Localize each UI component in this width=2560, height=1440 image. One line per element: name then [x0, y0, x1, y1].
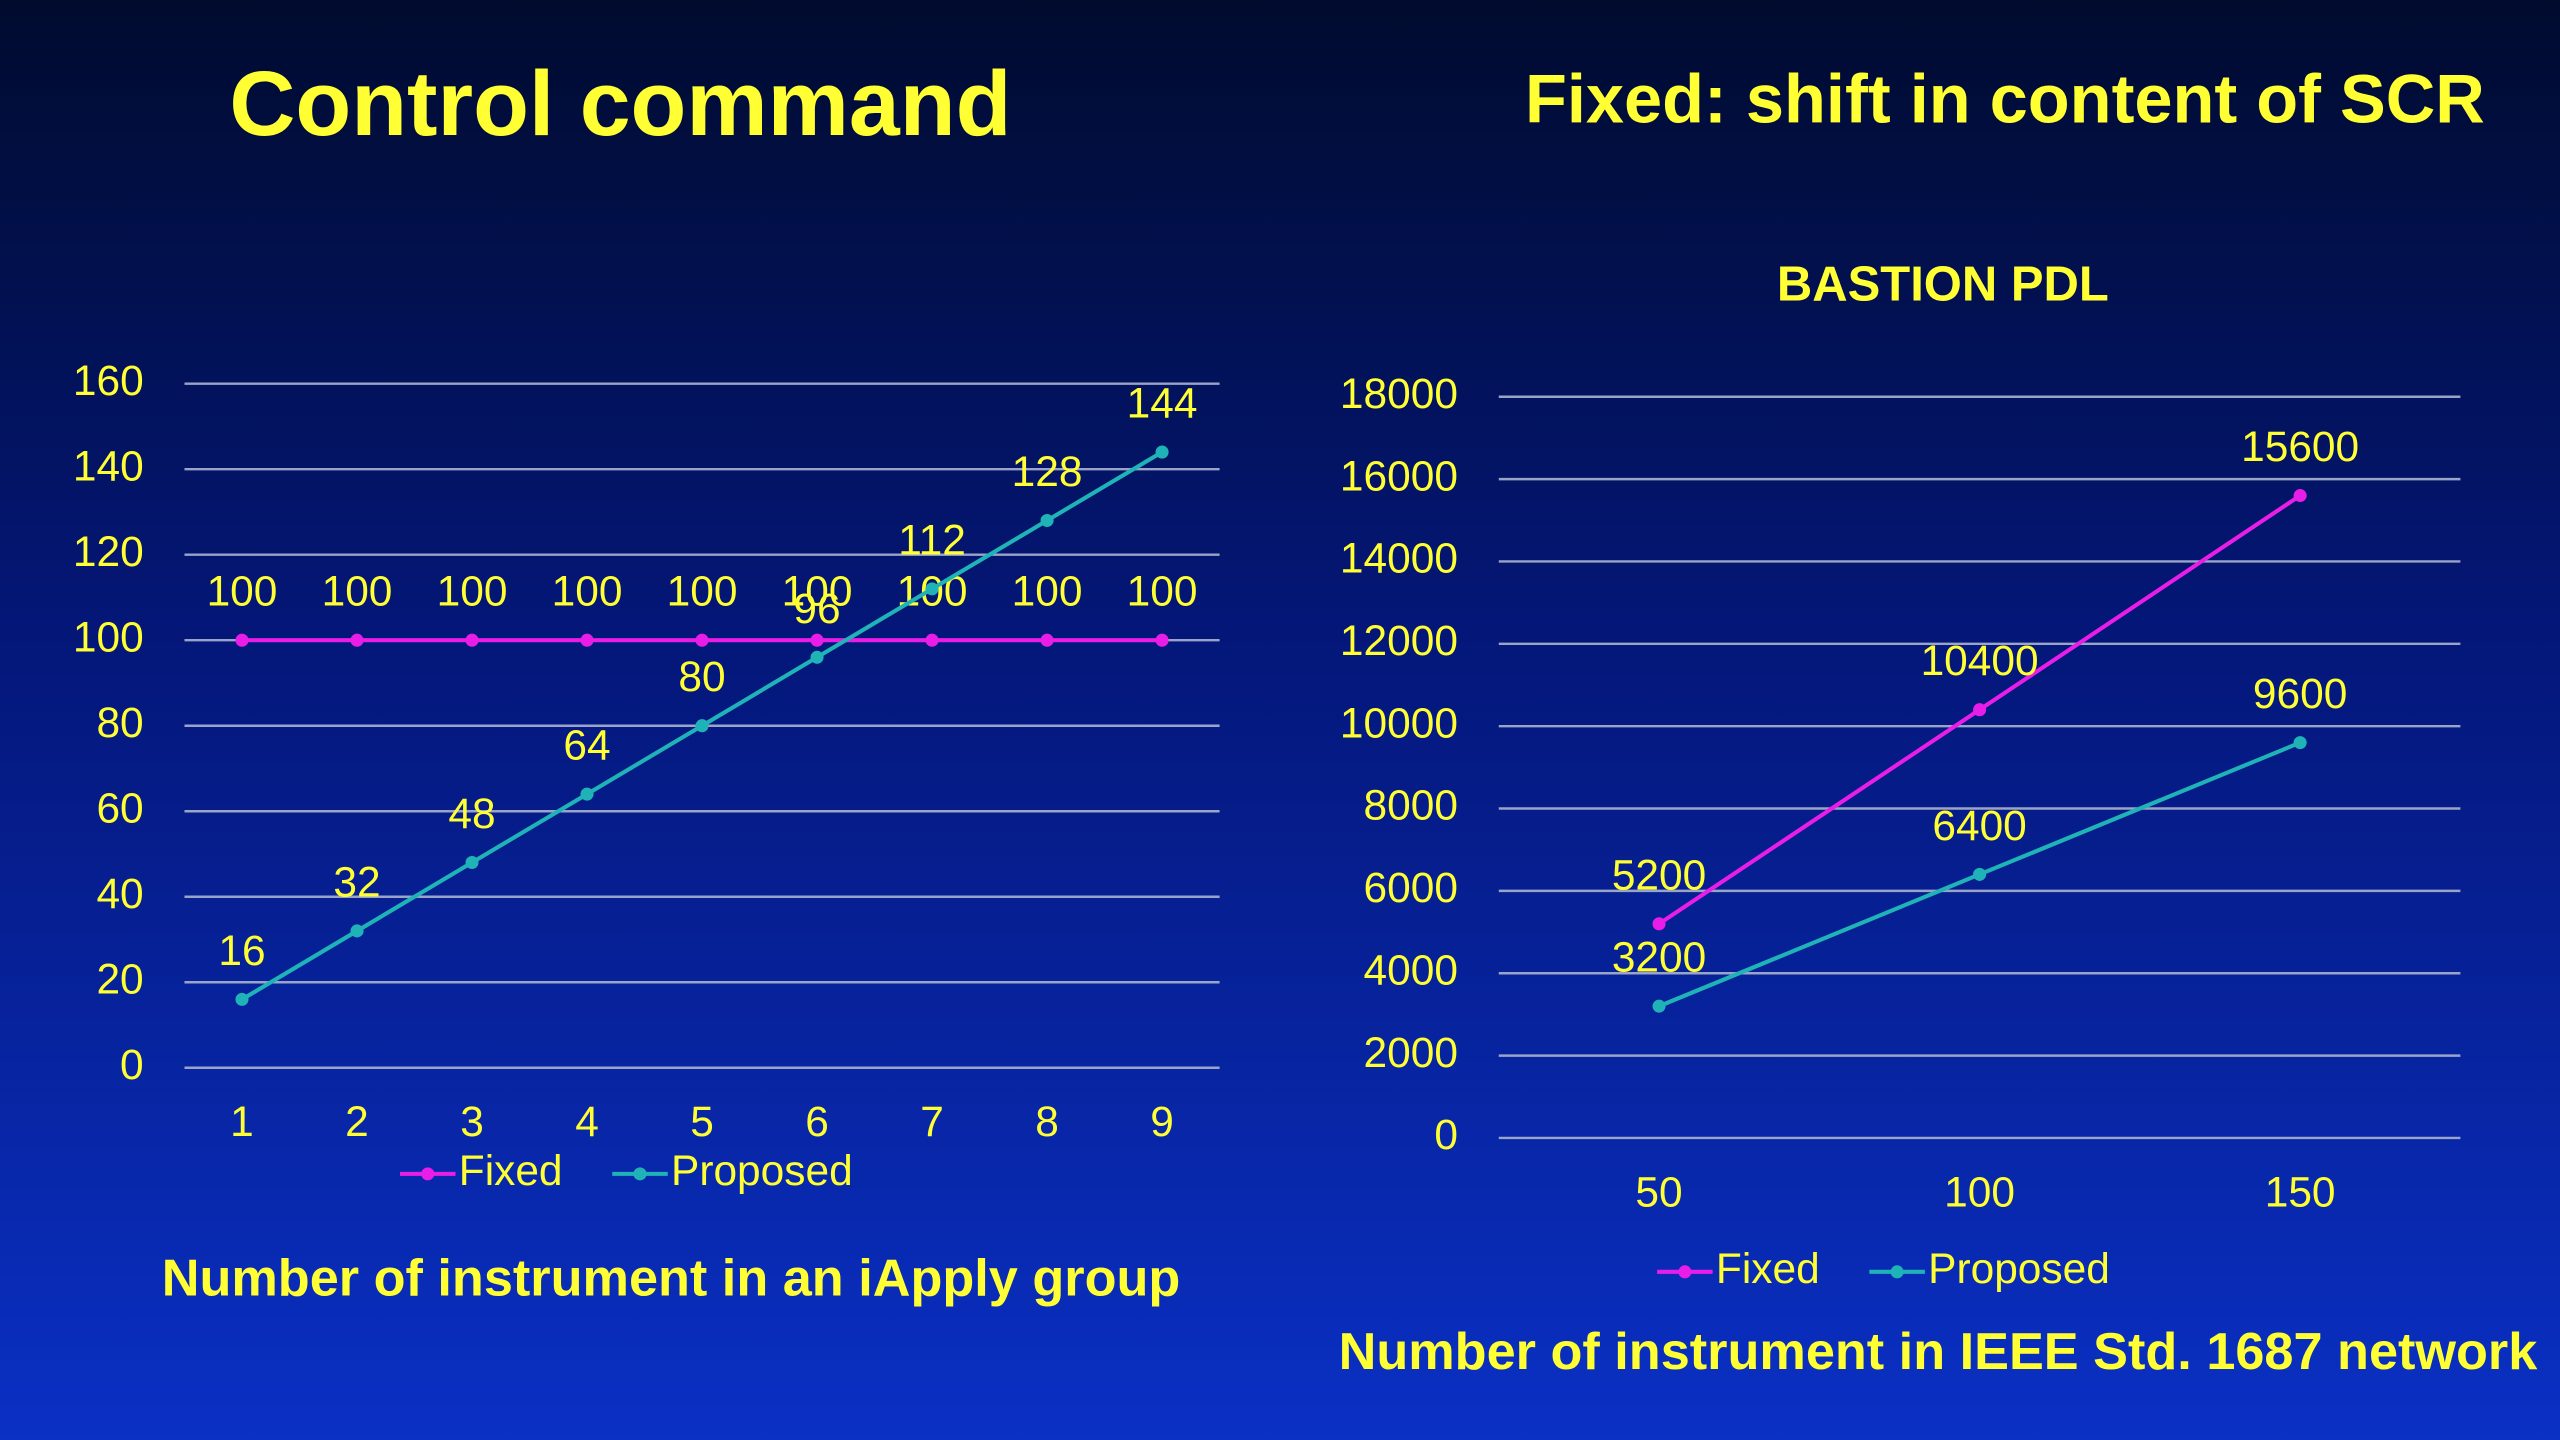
- x-axis-label: Number of instrument in an iApply group: [162, 1249, 1181, 1307]
- y-tick-label: 120: [73, 528, 144, 575]
- y-tick-label: 6000: [1364, 864, 1458, 911]
- chart-title: Fixed: shift in content of SCR: [1525, 61, 2485, 138]
- x-tick-label: 4: [575, 1098, 599, 1145]
- y-tick-label: 60: [96, 784, 143, 831]
- data-label: 15600: [2241, 423, 2359, 470]
- data-point: [1973, 867, 1987, 881]
- data-point: [1652, 999, 1666, 1013]
- data-point: [2293, 489, 2307, 503]
- data-label: 100: [322, 568, 393, 615]
- y-tick-label: 20: [96, 955, 143, 1002]
- data-label: 80: [678, 653, 725, 700]
- data-label: 5200: [1612, 851, 1706, 898]
- data-point: [2293, 736, 2307, 750]
- legend-label: Fixed: [1716, 1245, 1820, 1292]
- y-tick-label: 18000: [1340, 370, 1458, 417]
- data-label: 6400: [1932, 802, 2026, 849]
- x-tick-label: 3: [460, 1098, 484, 1145]
- x-axis-label: Number of instrument in IEEE Std. 1687 n…: [1339, 1323, 2539, 1381]
- data-label: 144: [1127, 380, 1198, 427]
- data-point: [925, 633, 939, 647]
- x-tick-label: 8: [1035, 1098, 1059, 1145]
- data-point: [580, 633, 594, 647]
- y-tick-label: 10000: [1340, 699, 1458, 746]
- x-tick-label: 7: [920, 1098, 944, 1145]
- data-point: [350, 924, 364, 938]
- y-tick-label: 80: [96, 699, 143, 746]
- data-point: [695, 719, 709, 733]
- data-label: 100: [207, 568, 278, 615]
- y-tick-label: 160: [73, 357, 144, 404]
- data-label: 9600: [2253, 670, 2347, 717]
- data-point: [1652, 917, 1666, 931]
- chart-subtitle: BASTION PDL: [1777, 257, 2109, 311]
- data-point: [925, 582, 939, 596]
- data-point: [1155, 633, 1169, 647]
- legend-label: Proposed: [671, 1147, 853, 1194]
- y-tick-label: 0: [1434, 1111, 1458, 1158]
- data-label: 64: [563, 722, 610, 769]
- y-tick-label: 2000: [1364, 1029, 1458, 1076]
- y-tick-label: 12000: [1340, 617, 1458, 664]
- y-tick-label: 4000: [1364, 946, 1458, 993]
- data-label: 100: [1127, 568, 1198, 615]
- data-point: [235, 992, 249, 1006]
- data-point: [1040, 633, 1054, 647]
- legend-label: Proposed: [1928, 1245, 2110, 1292]
- data-label: 100: [1012, 568, 1083, 615]
- data-point: [1155, 445, 1169, 459]
- x-tick-label: 6: [805, 1098, 829, 1145]
- data-point: [465, 856, 479, 870]
- y-tick-label: 0: [120, 1041, 144, 1088]
- data-label: 128: [1012, 448, 1083, 495]
- y-tick-label: 40: [96, 870, 143, 917]
- x-tick-label: 2: [345, 1098, 369, 1145]
- data-label: 3200: [1612, 934, 1706, 981]
- data-label: 32: [333, 858, 380, 905]
- legend-marker: [421, 1167, 435, 1181]
- legend-marker: [633, 1167, 647, 1181]
- data-point: [810, 633, 824, 647]
- x-tick-label: 50: [1635, 1168, 1682, 1215]
- data-point: [695, 633, 709, 647]
- y-tick-label: 8000: [1364, 782, 1458, 829]
- data-label: 100: [782, 568, 853, 615]
- x-tick-label: 9: [1150, 1098, 1174, 1145]
- legend-marker: [1890, 1265, 1904, 1279]
- y-tick-label: 140: [73, 442, 144, 489]
- x-tick-label: 150: [2265, 1168, 2336, 1215]
- data-label: 112: [898, 516, 966, 563]
- y-tick-label: 16000: [1340, 452, 1458, 499]
- chart-title: Control command: [229, 53, 1011, 155]
- data-point: [350, 633, 364, 647]
- data-label: 48: [448, 790, 495, 837]
- y-tick-label: 100: [73, 613, 144, 660]
- data-point: [1973, 703, 1987, 717]
- data-point: [580, 787, 594, 801]
- x-tick-label: 5: [690, 1098, 714, 1145]
- data-label: 10400: [1921, 637, 2039, 684]
- data-label: 100: [667, 568, 738, 615]
- x-tick-label: 100: [1944, 1168, 2015, 1215]
- x-tick-label: 1: [230, 1098, 254, 1145]
- data-point: [465, 633, 479, 647]
- data-label: 100: [437, 568, 508, 615]
- data-label: 96: [793, 585, 840, 632]
- data-point: [1040, 513, 1054, 528]
- data-point: [810, 650, 824, 664]
- data-label: 100: [552, 568, 623, 615]
- data-point: [235, 633, 249, 647]
- legend-label: Fixed: [459, 1147, 563, 1194]
- data-label: 16: [218, 927, 265, 974]
- y-tick-label: 14000: [1340, 535, 1458, 582]
- legend-marker: [1678, 1265, 1692, 1279]
